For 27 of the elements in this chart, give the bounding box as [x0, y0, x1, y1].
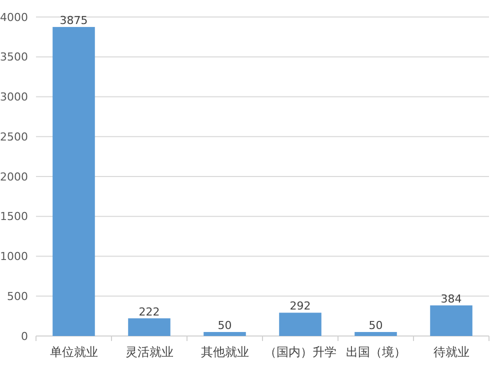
y-tick-label: 1000 [0, 250, 28, 264]
bar [204, 332, 246, 336]
bar [279, 312, 322, 336]
y-tick-label: 2000 [0, 170, 28, 184]
data-label: 50 [218, 319, 232, 332]
bar [128, 318, 170, 336]
data-label: 3875 [60, 14, 88, 27]
data-label: 292 [290, 300, 311, 313]
data-label: 50 [368, 319, 383, 332]
x-tick-label: （国内）升学 [264, 345, 336, 359]
bar [354, 332, 397, 336]
y-tick-label: 0 [21, 330, 28, 343]
y-tick-label: 3500 [0, 50, 28, 64]
bar [430, 305, 472, 336]
y-tick-label: 4000 [0, 10, 28, 24]
y-tick-label: 500 [7, 290, 28, 303]
y-tick-label: 1500 [0, 210, 28, 224]
x-tick-label: 出国（境） [346, 345, 406, 359]
data-label: 384 [440, 292, 462, 306]
x-tick-label: 灵活就业 [125, 345, 174, 359]
y-tick-label: 2500 [0, 130, 28, 144]
data-label: 222 [138, 305, 160, 318]
y-tick-label: 3000 [0, 90, 28, 104]
x-tick-label: 单位就业 [50, 345, 98, 359]
bar [52, 26, 95, 336]
x-tick-label: 待就业 [433, 345, 470, 359]
x-tick-label: 其他就业 [200, 345, 249, 359]
